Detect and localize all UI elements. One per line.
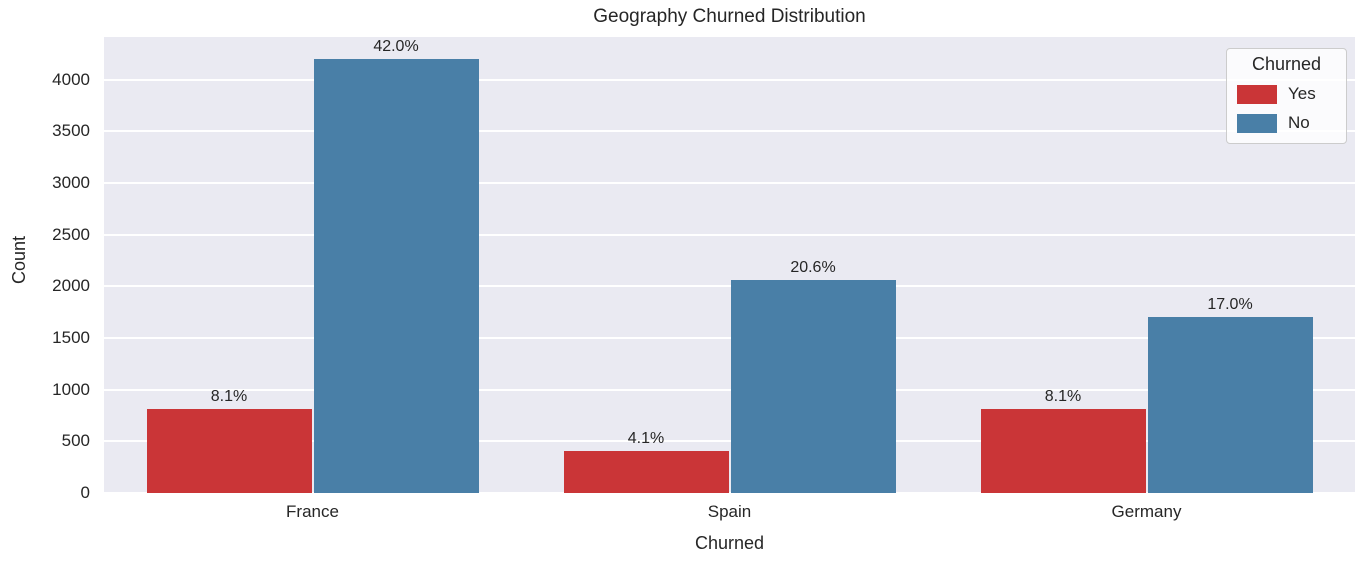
legend-item-label: Yes (1288, 84, 1316, 103)
bar-value-label: 4.1% (627, 429, 665, 447)
bar-value-label: 8.1% (1044, 388, 1082, 406)
y-tick-label: 1000 (52, 379, 90, 399)
legend-item-label: No (1288, 113, 1310, 132)
legend: Churned Yes No (1226, 48, 1347, 144)
bar-value-label: 42.0% (373, 37, 419, 55)
gridline (104, 388, 1355, 391)
legend-item-no: No (1237, 113, 1336, 133)
legend-item-yes: Yes (1237, 84, 1336, 104)
y-tick-label: 0 (80, 483, 90, 502)
bar-spain-yes (563, 450, 729, 493)
bar-france-no (313, 58, 479, 493)
x-axis-label: Churned (694, 533, 765, 553)
bar-spain-no (730, 280, 896, 493)
gridline (104, 78, 1355, 81)
gridline (104, 233, 1355, 236)
legend-items: Yes No (1237, 84, 1336, 133)
y-tick-label: 4000 (52, 69, 90, 89)
bar-france-yes (146, 409, 312, 493)
gridline (104, 285, 1355, 288)
x-tick-label: France (286, 502, 339, 521)
y-tick-label: 3500 (52, 121, 90, 141)
bar-value-label: 20.6% (790, 259, 836, 277)
bar-value-label: 8.1% (210, 388, 248, 406)
gridline (104, 336, 1355, 339)
gridline (104, 440, 1355, 443)
y-tick-label: 2500 (52, 224, 90, 244)
y-tick-label: 1500 (52, 327, 90, 347)
gridline (104, 492, 1355, 494)
y-tick-label: 500 (61, 431, 90, 451)
bar-germany-no (1147, 317, 1313, 493)
plot-area: 8.1% 42.0% 4.1% 20.6% 8.1% 17.0% (104, 37, 1355, 494)
y-tick-label: 3000 (52, 172, 90, 192)
legend-swatch-no (1237, 113, 1277, 133)
chart-title: Geography Churned Distribution (593, 6, 866, 27)
bar-germany-yes (980, 409, 1146, 493)
x-tick-label: Spain (707, 502, 752, 521)
gridline (104, 130, 1355, 133)
y-tick-label: 2000 (52, 276, 90, 296)
bar-value-label: 17.0% (1207, 296, 1253, 314)
gridline (104, 181, 1355, 184)
legend-swatch-yes (1237, 84, 1277, 104)
legend-title: Churned (1251, 54, 1322, 74)
x-tick-label: Germany (1111, 502, 1182, 521)
